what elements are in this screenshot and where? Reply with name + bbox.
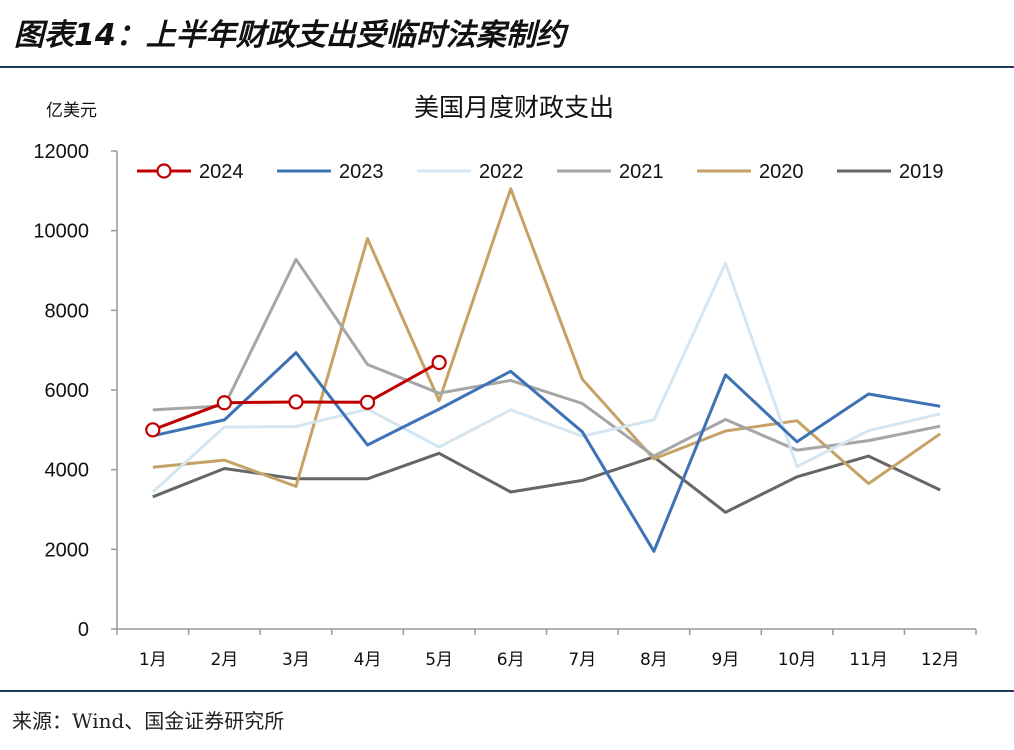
x-tick-label: 5月	[425, 650, 453, 670]
legend-marker-2024	[156, 163, 172, 179]
legend-label-2020: 2020	[759, 161, 804, 183]
series-line-2019	[152, 451, 941, 514]
legend: 2024 2023 2022 2021 2020 2019	[137, 161, 944, 183]
chart-title: 美国月度财政支出	[414, 93, 614, 122]
legend-label-2019: 2019	[899, 161, 944, 183]
axes: 0 2000 4000 6000 8000 10000 12000 1月 2月 3月 4月 5月 6月 7…	[33, 141, 977, 670]
y-tick-label: 0	[78, 619, 89, 641]
x-tick-label: 1月	[139, 650, 167, 670]
y-tick-label: 4000	[45, 460, 90, 482]
source-note: 来源：Wind、国金证券研究所	[12, 709, 285, 733]
data-point-2024	[431, 354, 447, 371]
x-tick-label: 8月	[640, 650, 668, 670]
figure-title: 图表14：上半年财政支出受临时法案制约	[14, 18, 566, 53]
x-tick-label: 4月	[354, 650, 382, 670]
series-line-2021	[152, 257, 941, 458]
title-divider	[0, 66, 1014, 68]
y-axis-unit: 亿美元	[46, 101, 97, 121]
x-tick-label: 2月	[210, 650, 238, 670]
legend-label-2021: 2021	[619, 161, 664, 183]
legend-label-2022: 2022	[479, 161, 524, 183]
source-divider	[0, 690, 1014, 692]
x-tick-label: 11月	[849, 650, 888, 670]
series-line-2023	[152, 351, 941, 553]
data-point-2024	[145, 422, 161, 438]
y-tick-label: 6000	[45, 380, 90, 402]
series-line-2020	[152, 187, 942, 488]
x-tick-label: 6月	[497, 650, 525, 670]
data-point-2024	[359, 394, 376, 410]
data-point-2024	[288, 394, 304, 410]
x-tick-label: 7月	[568, 650, 596, 670]
series-line-2022	[151, 261, 941, 494]
x-tick-label: 3月	[282, 650, 310, 670]
y-tick-label: 8000	[45, 300, 90, 322]
y-tick-label: 12000	[33, 141, 89, 163]
legend-label-2023: 2023	[339, 161, 384, 183]
x-tick-label: 12月	[921, 650, 960, 670]
x-tick-label: 10月	[778, 650, 817, 670]
y-tick-label: 10000	[33, 221, 89, 243]
data-point-2024	[216, 395, 232, 411]
series-lines	[145, 187, 942, 553]
x-tick-label: 9月	[712, 650, 740, 670]
line-chart: 亿美元 美国月度财政支出 0 2000 4000 6000 8000 10000 12000…	[33, 93, 977, 670]
legend-label-2024: 2024	[199, 161, 244, 183]
y-tick-label: 2000	[45, 539, 90, 561]
